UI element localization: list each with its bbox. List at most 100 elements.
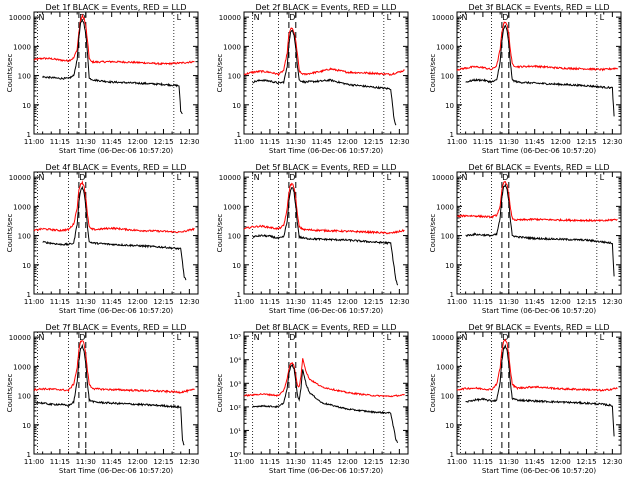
y-tick-label: 100 [228, 73, 241, 81]
x-tick-label: 12:30 [389, 138, 409, 146]
y-tick-label: 10 [232, 262, 241, 270]
y-tick-label: 10000 [432, 14, 454, 22]
panel-title: Det 1f BLACK = Events, RED = LLD [45, 3, 186, 12]
y-tick-label: 1000 [13, 363, 31, 371]
marker-letter: L [600, 333, 605, 342]
y-axis-label: Counts/sec [429, 54, 437, 93]
x-tick-label: 12:00 [550, 298, 570, 306]
panel-title: Det 7f BLACK = Events, RED = LLD [45, 323, 186, 332]
x-tick-label: 12:15 [153, 138, 173, 146]
marker-letter: N [38, 333, 44, 342]
x-axis-label: Start Time (06-Dec-06 10:57:20) [59, 147, 173, 155]
y-axis-label: Counts/sec [216, 214, 224, 253]
panel-6: Det 6f BLACK = Events, RED = LLD 1 10 100 10… [429, 163, 622, 315]
y-tick-label: 1 [237, 291, 241, 299]
marker-letter: L [600, 173, 605, 182]
panel-9: Det 9f BLACK = Events, RED = LLD 1 10 100 10… [429, 323, 622, 475]
y-axis-label: Counts/sec [6, 214, 14, 253]
x-tick-label: 11:45 [525, 458, 545, 466]
y-tick-label: 1000 [436, 203, 454, 211]
lld-series-line [243, 182, 405, 235]
x-tick-label: 11:30 [286, 298, 306, 306]
plot-frame [456, 171, 622, 295]
events-series-line [252, 187, 399, 286]
y-tick-label: 10000 [9, 14, 31, 22]
x-tick-label: 11:30 [499, 458, 519, 466]
x-tick-label: 11:00 [234, 458, 254, 466]
y-tick-label: 100 [18, 393, 31, 401]
x-tick-label: 12:30 [389, 458, 409, 466]
events-series-line [252, 29, 397, 126]
events-series-line [465, 344, 615, 437]
x-tick-label: 12:15 [153, 458, 173, 466]
marker-letter: D [289, 13, 295, 22]
x-tick-label: 11:15 [260, 458, 280, 466]
marker-letter: N [254, 13, 260, 22]
lld-series-line [33, 340, 195, 394]
y-axis-label: Counts/sec [429, 214, 437, 253]
x-tick-label: 12:00 [337, 138, 357, 146]
panel-title: Det 8f BLACK = Events, RED = LLD [255, 323, 396, 332]
y-tick-label: 10 [22, 262, 31, 270]
plot-frame [243, 11, 409, 135]
x-tick-label: 11:45 [525, 138, 545, 146]
x-tick-label: 11:45 [312, 298, 332, 306]
x-tick-label: 11:00 [447, 458, 467, 466]
x-tick-label: 11:00 [24, 298, 44, 306]
x-tick-label: 12:00 [550, 458, 570, 466]
y-tick-label: 1000 [13, 43, 31, 51]
panel-3: Det 3f BLACK = Events, RED = LLD 1 10 100 10… [429, 3, 622, 155]
marker-letter: D [502, 333, 508, 342]
x-tick-label: 12:00 [337, 298, 357, 306]
marker-letter: L [600, 13, 605, 22]
y-tick-label: 10¹ [229, 427, 241, 435]
y-tick-label: 10 [232, 102, 241, 110]
x-tick-label: 11:15 [260, 138, 280, 146]
y-tick-label: 100 [228, 233, 241, 241]
lld-series-line [456, 338, 618, 392]
marker-letter: D [79, 173, 85, 182]
x-tick-label: 11:30 [286, 138, 306, 146]
y-tick-label: 1 [27, 131, 31, 139]
events-series-line [465, 183, 615, 277]
y-tick-label: 1 [450, 451, 454, 459]
x-axis-label: Start Time (06-Dec-06 10:57:20) [482, 467, 596, 475]
y-tick-label: 10⁴ [229, 357, 241, 365]
marker-letter: L [387, 173, 392, 182]
lld-series-line [33, 180, 195, 234]
y-axis-label: Counts/sec [6, 374, 14, 413]
y-tick-label: 10² [229, 404, 241, 412]
x-tick-label: 11:15 [473, 138, 493, 146]
panel-5: Det 5f BLACK = Events, RED = LLD 1 10 100 10… [216, 163, 409, 315]
x-tick-label: 12:15 [363, 298, 383, 306]
events-series-line [33, 343, 185, 446]
y-tick-label: 10000 [219, 14, 241, 22]
y-tick-label: 10⁵ [229, 333, 241, 341]
panel-7: Det 7f BLACK = Events, RED = LLD 1 10 100 10… [6, 323, 199, 475]
y-tick-label: 10 [22, 422, 31, 430]
x-axis-label: Start Time (06-Dec-06 10:57:20) [269, 307, 383, 315]
panel-title: Det 3f BLACK = Events, RED = LLD [468, 3, 609, 12]
panel-8: Det 8f BLACK = Events, RED = LLD 10⁰ 10¹ 10… [216, 323, 409, 475]
y-tick-label: 1000 [436, 43, 454, 51]
y-tick-label: 100 [18, 233, 31, 241]
lld-series-line [456, 180, 618, 223]
y-tick-label: 10000 [219, 174, 241, 182]
y-tick-label: 10000 [432, 174, 454, 182]
lld-series-line [243, 27, 405, 77]
x-tick-label: 11:45 [312, 138, 332, 146]
x-tick-label: 12:30 [602, 298, 622, 306]
marker-letter: L [177, 13, 182, 22]
marker-letter: N [254, 333, 260, 342]
x-tick-label: 12:15 [576, 458, 596, 466]
x-tick-label: 12:15 [576, 138, 596, 146]
y-tick-label: 10 [445, 422, 454, 430]
marker-letter: D [289, 173, 295, 182]
events-series-line [42, 19, 183, 115]
panel-title: Det 9f BLACK = Events, RED = LLD [468, 323, 609, 332]
events-series-line [42, 185, 187, 281]
x-axis-label: Start Time (06-Dec-06 10:57:20) [482, 147, 596, 155]
plot-frame [456, 331, 622, 455]
